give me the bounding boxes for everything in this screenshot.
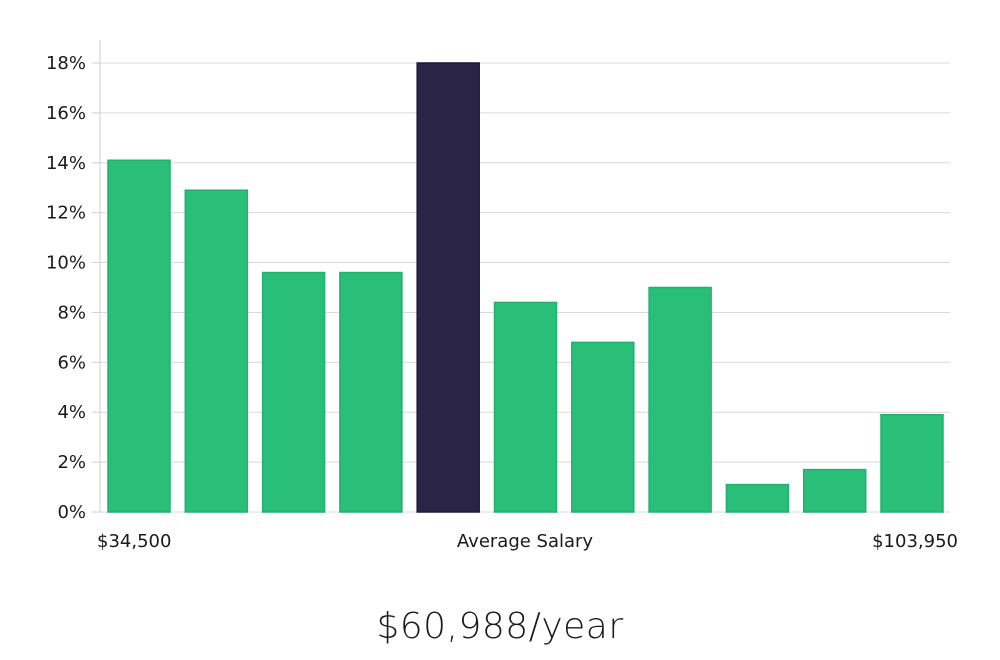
y-tick-label: 16% — [46, 103, 86, 124]
bar — [493, 301, 558, 513]
x-label-max-salary: $103,950 — [872, 531, 958, 552]
bar-average-salary — [416, 62, 480, 513]
y-tick-label: 6% — [57, 352, 86, 373]
average-salary-value: $60,988/year — [376, 606, 624, 647]
bar — [339, 271, 403, 513]
bar — [648, 286, 712, 513]
bar — [571, 341, 635, 513]
x-label-average-salary: Average Salary — [457, 531, 594, 552]
bars — [107, 62, 944, 513]
y-tick-label: 14% — [46, 153, 86, 174]
salary-distribution-chart: 0% 2% 4% 6% 8% 10% 12% 14% 16% 18% $34,500 Averag… — [46, 40, 958, 552]
bar — [725, 483, 790, 513]
y-tick-label: 18% — [46, 53, 86, 74]
bar — [802, 468, 867, 513]
y-tick-label: 8% — [57, 302, 86, 323]
y-tick-label: 4% — [57, 402, 86, 423]
bar — [880, 413, 944, 513]
bar — [107, 159, 171, 513]
bar — [184, 189, 249, 513]
y-axis-ticks: 0% 2% 4% 6% 8% 10% 12% 14% 16% 18% — [46, 53, 100, 523]
y-tick-label: 10% — [46, 253, 86, 274]
y-tick-label: 2% — [57, 452, 86, 473]
y-tick-label: 12% — [46, 203, 86, 224]
x-label-min-salary: $34,500 — [97, 531, 171, 552]
bar — [261, 271, 326, 513]
y-tick-label: 0% — [57, 502, 86, 523]
